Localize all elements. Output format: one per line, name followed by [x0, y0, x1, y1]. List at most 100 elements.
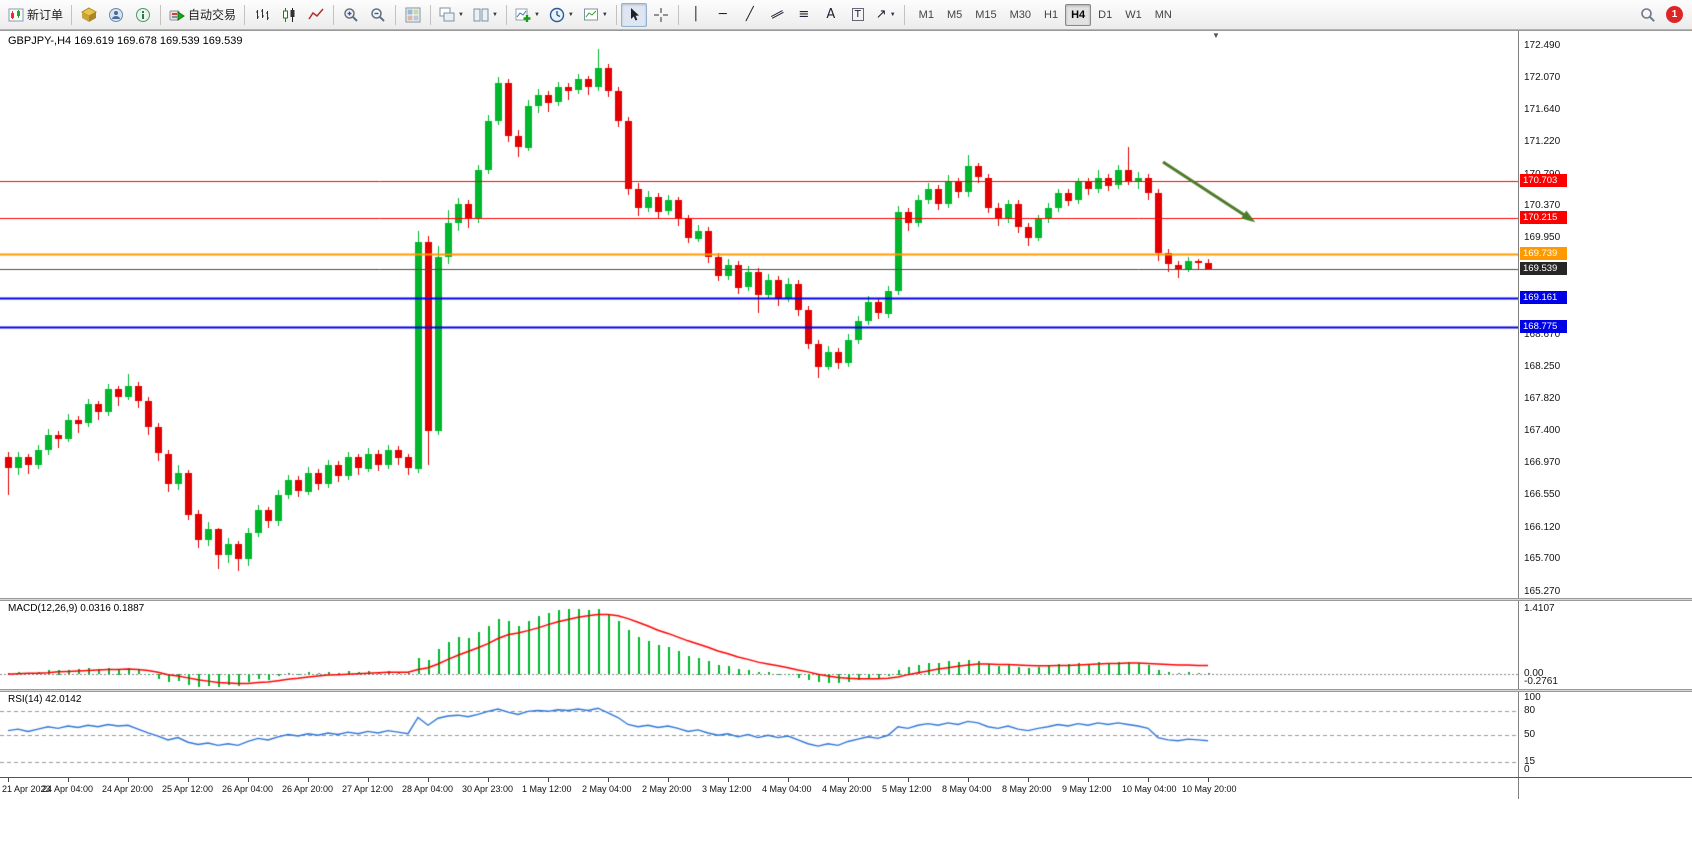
macd-axis[interactable]: 1.4107 0.00 -0.2761 [1518, 601, 1692, 689]
bar-chart-button[interactable] [249, 3, 275, 27]
channel-icon: ∥ [768, 8, 785, 21]
time-label: 25 Apr 12:00 [162, 784, 214, 794]
cascade-windows-icon [439, 7, 455, 23]
zoom-out-button[interactable] [365, 3, 391, 27]
price-tick-label: 168.250 [1524, 360, 1561, 372]
timeframe-m5-button[interactable]: M5 [941, 4, 968, 26]
add-indicator-button[interactable]: ▼ [511, 3, 544, 27]
time-tick [548, 778, 549, 782]
horizontal-line-tool-button[interactable]: ─ [710, 3, 736, 27]
time-axis[interactable]: 21 Apr 2023 24 Apr 04:00 24 Apr 20:00 25 Ap… [0, 777, 1692, 799]
time-label: 28 Apr 04:00 [402, 784, 454, 794]
price-tick-label: 165.700 [1524, 553, 1561, 565]
rsi-indicator-label: RSI(14) 42.0142 [8, 694, 82, 705]
data-window-icon [135, 7, 151, 23]
toolbar-separator [71, 4, 73, 25]
current-price-label: 169.539 [1520, 262, 1567, 276]
toolbar-separator [333, 4, 335, 25]
text-tool-button[interactable]: A [818, 3, 844, 27]
period-selector-button[interactable]: ▼ [545, 3, 578, 27]
chart-window: GBPJPY-,H4 169.619 169.678 169.539 169.5… [0, 30, 1692, 861]
timeframe-group: M1 M5 M15 M30 H1 H4 D1 W1 MN [913, 3, 1178, 26]
timeframe-h1-button[interactable]: H1 [1038, 4, 1064, 26]
time-tick [608, 778, 609, 782]
panel-separator[interactable] [0, 598, 1692, 601]
template-button[interactable]: ▼ [579, 3, 612, 27]
price-axis[interactable]: 172.490 172.070 171.640 171.220 170.790 170.3… [1518, 31, 1692, 598]
fibonacci-tool-button[interactable]: ≡ [791, 3, 817, 27]
timeframe-m30-button[interactable]: M30 [1004, 4, 1037, 26]
time-tick [728, 778, 729, 782]
vertical-line-icon: │ [691, 7, 700, 22]
price-tick-label: 166.550 [1524, 489, 1561, 501]
market-watch-button[interactable] [76, 3, 102, 27]
crosshair-icon [653, 7, 669, 23]
search-button[interactable] [1635, 3, 1661, 27]
time-label: 30 Apr 23:00 [462, 784, 514, 794]
rsi-chart-canvas[interactable] [0, 692, 1518, 777]
dropdown-caret-icon: ▼ [491, 11, 498, 18]
macd-axis-label: 1.4107 [1524, 602, 1555, 614]
macd-panel: MACD(12,26,9) 0.0316 0.1887 1.4107 0.00 -0… [0, 601, 1692, 689]
price-tick-label: 165.270 [1524, 585, 1561, 597]
price-line-label: 169.161 [1520, 290, 1567, 304]
time-tick [668, 778, 669, 782]
macd-axis-label: 0.00 [1524, 668, 1544, 680]
toolbar-separator [615, 4, 617, 25]
label-tool-button[interactable]: T [845, 3, 871, 27]
time-label: 8 May 20:00 [1002, 784, 1052, 794]
notification-badge[interactable]: 1 [1666, 6, 1683, 23]
time-label: 26 Apr 04:00 [222, 784, 274, 794]
macd-chart-canvas[interactable] [0, 601, 1518, 689]
clock-icon [549, 7, 565, 23]
price-tick-label: 171.640 [1524, 104, 1561, 116]
time-label: 4 May 20:00 [822, 784, 872, 794]
timeframe-mn-button[interactable]: MN [1149, 4, 1178, 26]
new-order-button[interactable]: 新订单 [4, 3, 67, 27]
cascade-windows-button[interactable]: ▼ [435, 3, 468, 27]
equidistant-channel-tool-button[interactable]: ∥ [764, 3, 790, 27]
time-tick [8, 778, 9, 782]
zoom-in-button[interactable] [338, 3, 364, 27]
panel-separator[interactable] [0, 689, 1692, 692]
time-tick [428, 778, 429, 782]
price-tick-label: 172.490 [1524, 40, 1561, 52]
timeframe-d1-button[interactable]: D1 [1092, 4, 1118, 26]
timeframe-w1-button[interactable]: W1 [1119, 4, 1148, 26]
chart-shift-marker-icon[interactable]: ▼ [1212, 31, 1220, 40]
rsi-axis-label: 0 [1524, 764, 1530, 775]
tile-vertical-button[interactable]: ▼ [469, 3, 502, 27]
price-tick-label: 166.120 [1524, 521, 1561, 533]
toolbar-separator [903, 4, 905, 25]
dropdown-caret-icon: ▼ [567, 11, 574, 18]
time-label: 8 May 04:00 [942, 784, 992, 794]
timeframe-m1-button[interactable]: M1 [913, 4, 940, 26]
tile-windows-button[interactable] [400, 3, 426, 27]
price-tick-label: 167.820 [1524, 393, 1561, 405]
trendline-tool-button[interactable]: ╱ [737, 3, 763, 27]
timeframe-h4-button[interactable]: H4 [1065, 3, 1092, 26]
vertical-line-tool-button[interactable]: │ [683, 3, 709, 27]
shapes-tool-button[interactable]: ↗ ▼ [872, 3, 900, 27]
algo-trading-button[interactable]: 自动交易 [165, 3, 240, 27]
price-chart-canvas[interactable] [0, 31, 1518, 598]
data-window-button[interactable] [130, 3, 156, 27]
candlestick-chart-icon [281, 7, 297, 23]
zoom-out-icon [370, 7, 386, 23]
rsi-axis[interactable]: 100 80 50 15 0 [1518, 692, 1692, 777]
toolbar-separator [160, 4, 162, 25]
navigator-button[interactable] [103, 3, 129, 27]
time-label: 2 May 20:00 [642, 784, 692, 794]
cursor-button[interactable] [620, 2, 647, 27]
crosshair-button[interactable] [648, 3, 674, 27]
main-toolbar: 新订单 自动交易 [0, 0, 1692, 30]
time-label: 2 May 04:00 [582, 784, 632, 794]
timeframe-m15-button[interactable]: M15 [969, 4, 1002, 26]
time-tick [188, 778, 189, 782]
price-tick-label: 172.070 [1524, 71, 1561, 83]
line-chart-button[interactable] [303, 3, 329, 27]
candlestick-chart-button[interactable] [276, 3, 302, 27]
price-line-label: 168.775 [1520, 319, 1567, 333]
time-tick [1208, 778, 1209, 782]
time-tick [68, 778, 69, 782]
